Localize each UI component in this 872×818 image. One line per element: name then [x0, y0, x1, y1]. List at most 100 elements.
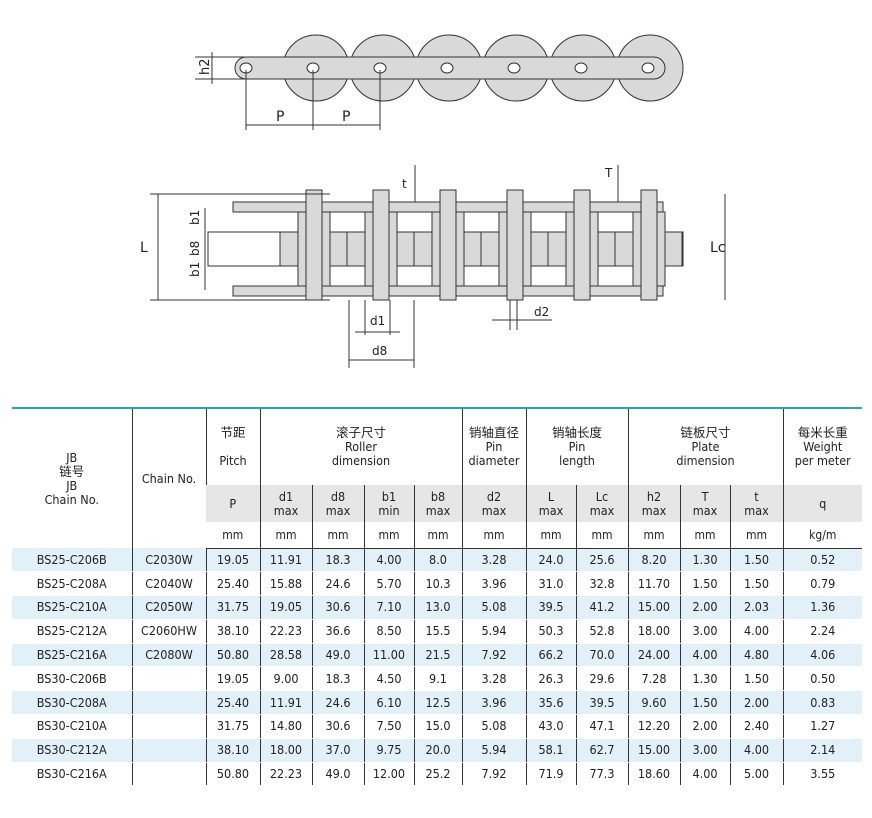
table-cell: 49.0 — [311, 762, 364, 787]
table-cell: 77.3 — [575, 762, 628, 787]
table-cell: 35.6 — [525, 690, 576, 716]
table-cell: 11.91 — [259, 690, 312, 716]
table-row: BS25-C206B C2030W 19.05 11.91 18.3 4.00 8.0 3.2… — [12, 548, 862, 573]
chain-side-view-diagram: h2 P P — [195, 34, 684, 130]
b1-label-bottom: b1 — [188, 262, 202, 277]
pin-side — [439, 189, 457, 301]
table-cell: 24.0 — [525, 548, 576, 573]
pin-side — [506, 189, 524, 301]
table-cell: 2.03 — [729, 595, 783, 620]
table-cell: 12.5 — [413, 690, 462, 716]
table-cell: C2060HW — [131, 619, 206, 644]
table-cell: 24.6 — [311, 690, 364, 716]
table-cell: 19.05 — [205, 666, 260, 692]
chain-spec-table: JB 链号 JB Chain No. Chain No. 节距 Pitch 滚子尺寸 Ro… — [12, 407, 862, 787]
table-cell: 50.80 — [205, 643, 260, 668]
table-cell: 5.70 — [363, 571, 414, 597]
table-cell: BS30-C210A — [12, 714, 132, 739]
table-cell: 4.00 — [729, 619, 783, 644]
table-cell: 25.40 — [205, 571, 260, 597]
h2-label: h2 — [198, 58, 213, 75]
table-cell: 7.50 — [363, 714, 414, 739]
table-cell: 36.6 — [311, 619, 364, 644]
table-cell: 0.50 — [782, 666, 862, 692]
table-cell: 3.96 — [461, 571, 526, 597]
table-cell: C2040W — [131, 571, 206, 597]
table-cell: 19.05 — [205, 548, 260, 573]
table-cell: 5.00 — [729, 762, 783, 787]
table-cell: 4.06 — [782, 643, 862, 668]
table-cell: 18.00 — [627, 619, 680, 644]
table-cell: 31.75 — [205, 595, 260, 620]
b1-label-top: b1 — [188, 210, 202, 225]
table-cell: 5.94 — [461, 738, 526, 763]
symbol-header: b8 max — [413, 485, 462, 522]
table-cell — [131, 690, 206, 716]
table-cell: 31.75 — [205, 714, 260, 739]
b8-label: b8 — [188, 241, 202, 256]
table-cell: 7.92 — [461, 762, 526, 787]
table-row: BS30-C210A 31.75 14.80 30.6 7.50 15.0 5.08 43.0… — [12, 714, 862, 739]
pitch-label-2: P — [342, 109, 350, 125]
table-cell: BS30-C212A — [12, 738, 132, 763]
table-cell: 12.00 — [363, 762, 414, 787]
table-cell: BS30-C208A — [12, 690, 132, 716]
pin-side — [573, 189, 591, 301]
table-cell: 20.0 — [413, 738, 462, 763]
table-cell: 25.2 — [413, 762, 462, 787]
table-row: BS25-C212A C2060HW 38.10 22.23 36.6 8.50 15.5 5… — [12, 619, 862, 644]
table-cell: 7.10 — [363, 595, 414, 620]
table-cell: 4.00 — [679, 762, 730, 787]
table-cell: 8.20 — [627, 548, 680, 573]
pitch-label-1: P — [276, 109, 284, 125]
table-cell: C2030W — [131, 548, 206, 573]
pin-side — [372, 189, 390, 301]
table-cell: BS25-C210A — [12, 595, 132, 620]
table-cell: 71.9 — [525, 762, 576, 787]
table-cell: 30.6 — [311, 714, 364, 739]
table-cell: 9.1 — [413, 666, 462, 692]
table-cell: 70.0 — [575, 643, 628, 668]
unit-header: mm — [363, 522, 414, 549]
table-cell: 5.08 — [461, 714, 526, 739]
table-cell: 19.05 — [259, 595, 312, 620]
table-cell: 38.10 — [205, 619, 260, 644]
chain-top-view-diagram: L b1 b8 b1 Lc t T d1 d8 d2 — [140, 165, 726, 368]
table-cell: 15.88 — [259, 571, 312, 597]
table-cell: 1.27 — [782, 714, 862, 739]
symbol-header: d1 max — [259, 485, 312, 522]
symbol-header: b1 min — [363, 485, 414, 522]
table-cell: 50.3 — [525, 619, 576, 644]
symbol-header: d2 max — [461, 485, 526, 522]
table-cell: 29.6 — [575, 666, 628, 692]
table-cell: 58.1 — [525, 738, 576, 763]
table-cell: 18.3 — [311, 548, 364, 573]
table-cell: 18.00 — [259, 738, 312, 763]
table-cell: 10.3 — [413, 571, 462, 597]
unit-header: mm — [525, 522, 576, 549]
unit-header: mm — [679, 522, 730, 549]
table-cell: 22.23 — [259, 762, 312, 787]
table-cell: 12.20 — [627, 714, 680, 739]
pin — [440, 62, 454, 74]
pin — [574, 62, 588, 74]
table-cell: 3.28 — [461, 666, 526, 692]
table-cell: 9.00 — [259, 666, 312, 692]
pitch-group-header: 节距 Pitch — [205, 408, 260, 485]
weight-group-header: 每米长重 Weight per meter — [782, 408, 862, 485]
table-cell: 22.23 — [259, 619, 312, 644]
T-label: T — [604, 166, 613, 180]
table-cell: 25.6 — [575, 548, 628, 573]
table-cell: 14.80 — [259, 714, 312, 739]
table-row: BS25-C216A C2080W 50.80 28.58 49.0 11.00 21.5 7… — [12, 643, 862, 668]
table-cell — [131, 666, 206, 692]
table-cell: 52.8 — [575, 619, 628, 644]
table-cell: 13.0 — [413, 595, 462, 620]
table-cell: 15.5 — [413, 619, 462, 644]
table-cell: 15.0 — [413, 714, 462, 739]
table-cell: 30.6 — [311, 595, 364, 620]
table-cell: 1.36 — [782, 595, 862, 620]
unit-header: mm — [627, 522, 680, 549]
unit-header: mm — [206, 522, 260, 549]
table-cell: 41.2 — [575, 595, 628, 620]
